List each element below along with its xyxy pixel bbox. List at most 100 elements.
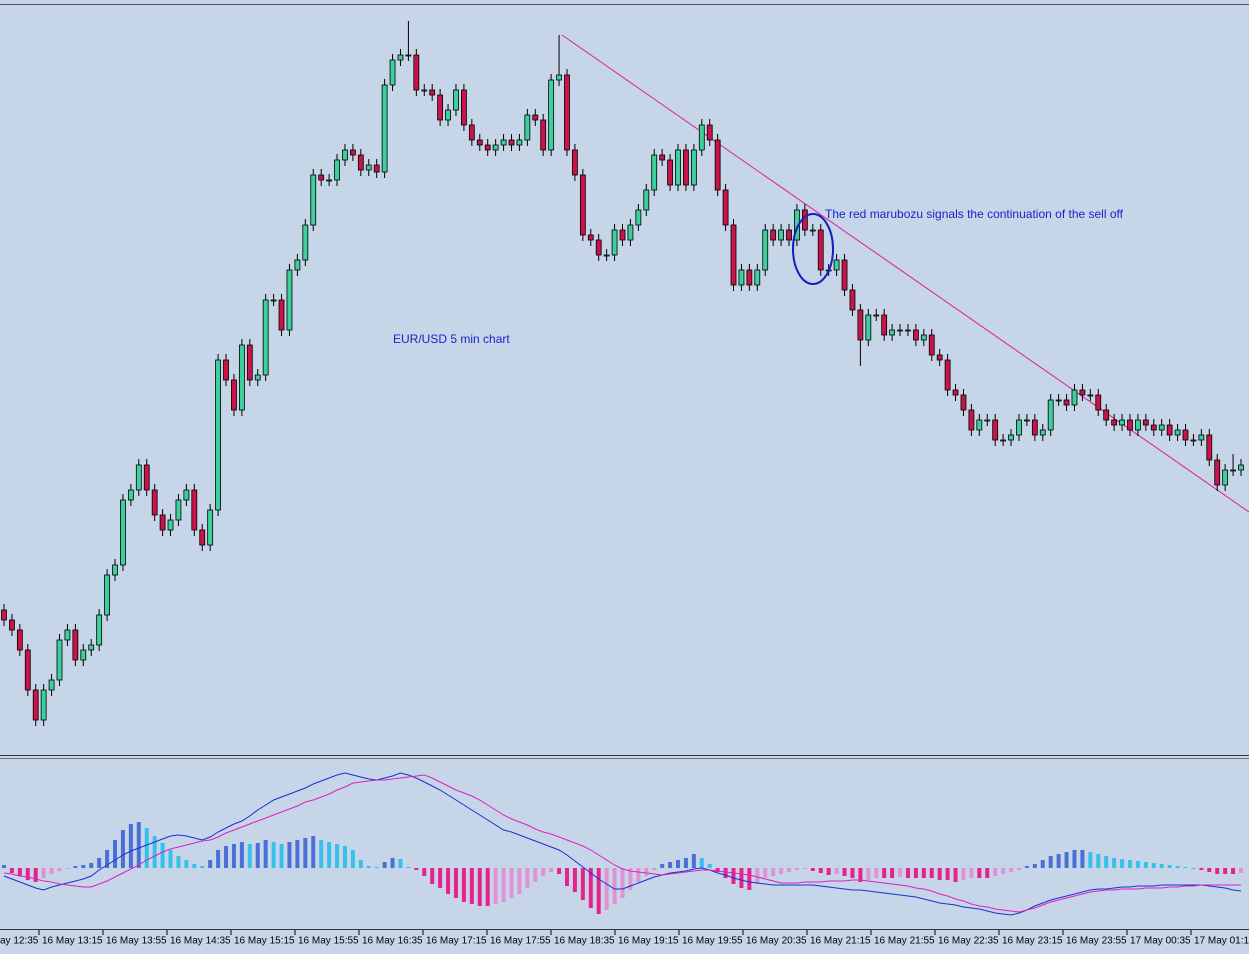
candle-body [556, 74, 562, 81]
candle-body [1079, 389, 1086, 396]
candle-body [405, 54, 412, 57]
candle-body [786, 229, 792, 241]
candle-body [651, 154, 658, 191]
histogram-bar [279, 844, 284, 868]
histogram-bar [842, 868, 847, 876]
candle-body [342, 149, 348, 161]
histogram-bar [580, 868, 585, 900]
candle-body [1055, 399, 1062, 402]
histogram-bar [33, 868, 38, 882]
candle-body [32, 689, 39, 721]
histogram-bar [263, 840, 268, 868]
candle-body [484, 144, 491, 151]
histogram-bar [152, 836, 157, 868]
histogram-bar [1096, 854, 1101, 868]
candle-body [326, 179, 333, 182]
candle-body [849, 289, 856, 311]
histogram-bar [422, 868, 427, 876]
histogram-bar [699, 858, 704, 868]
candle-body [468, 124, 475, 141]
candle-body [120, 499, 126, 566]
candle-body [675, 149, 681, 186]
candle-body [532, 114, 539, 121]
histogram-bar [779, 868, 784, 874]
histogram-bar [533, 868, 538, 882]
histogram-bar [485, 868, 490, 906]
candle-body [881, 314, 888, 336]
x-tick-label: 16 May 23:55 [1066, 936, 1127, 947]
candle-body [984, 419, 991, 422]
histogram-bar [501, 868, 506, 902]
candle-body [905, 329, 911, 332]
histogram-bar [1191, 868, 1196, 869]
candle-body [88, 644, 95, 651]
histogram-bar [438, 868, 443, 888]
candle-body [143, 464, 150, 491]
histogram-bar [1064, 852, 1069, 868]
x-tick-label: 16 May 16:35 [362, 936, 423, 947]
candle-body [1119, 419, 1125, 426]
histogram-bar [1143, 862, 1148, 868]
candle-body [627, 224, 634, 241]
histogram-bar [1112, 858, 1117, 868]
candle-body [564, 74, 570, 151]
macd-line [3, 772, 1242, 916]
histogram-bar [255, 843, 260, 868]
histogram-bar [374, 867, 379, 868]
histogram-bar [549, 868, 554, 872]
candle-body [429, 89, 436, 96]
macd-line [3, 774, 1241, 913]
candle-body [286, 269, 293, 331]
x-tick-label: 16 May 23:15 [1002, 936, 1063, 947]
candle-body [960, 394, 967, 411]
candle-body [112, 564, 118, 576]
histogram-bar [739, 868, 744, 888]
histogram-bar [81, 865, 86, 868]
histogram-bar [113, 840, 118, 868]
histogram-bar [390, 858, 395, 868]
candle-body [40, 689, 47, 721]
histogram-bar [715, 868, 720, 872]
histogram-bar [731, 868, 736, 884]
histogram-bar [588, 868, 593, 908]
x-tick-label: 16 May 15:55 [298, 936, 359, 947]
histogram-bar [977, 868, 982, 878]
histogram-bar [676, 860, 681, 868]
candle-body [127, 489, 134, 501]
histogram-bar [1040, 860, 1045, 868]
histogram-bar [620, 868, 625, 898]
candle-body [706, 124, 713, 141]
histogram-bar [937, 868, 942, 880]
candle-body [397, 54, 404, 61]
candle-body [334, 159, 340, 181]
histogram-bar [1104, 856, 1109, 868]
histogram-bar [224, 846, 229, 868]
candle-body [349, 149, 356, 156]
candle-body [476, 139, 483, 146]
candle-body [579, 174, 586, 236]
histogram-bar [993, 868, 998, 876]
candle-body [936, 354, 943, 361]
candle-body [302, 224, 309, 261]
histogram-bar [430, 868, 435, 884]
candle-body [9, 619, 15, 631]
histogram-bar [945, 868, 950, 880]
candle-body [635, 209, 642, 226]
candle-body [167, 519, 174, 531]
x-tick-label: 16 May 19:55 [682, 936, 743, 947]
x-tick-label: 16 May 21:55 [874, 936, 935, 947]
candle-body [619, 229, 626, 241]
candle-body [16, 629, 23, 651]
candle-body [722, 189, 729, 226]
histogram-bar [73, 866, 78, 868]
candle-body [730, 224, 737, 286]
histogram-bar [763, 868, 768, 878]
candle-body [80, 649, 87, 661]
histogram-bar [525, 868, 530, 888]
histogram-bar [1024, 866, 1029, 868]
x-tick-label: 16 May 22:35 [938, 936, 999, 947]
histogram-bar [477, 868, 482, 906]
histogram-bar [541, 868, 546, 876]
